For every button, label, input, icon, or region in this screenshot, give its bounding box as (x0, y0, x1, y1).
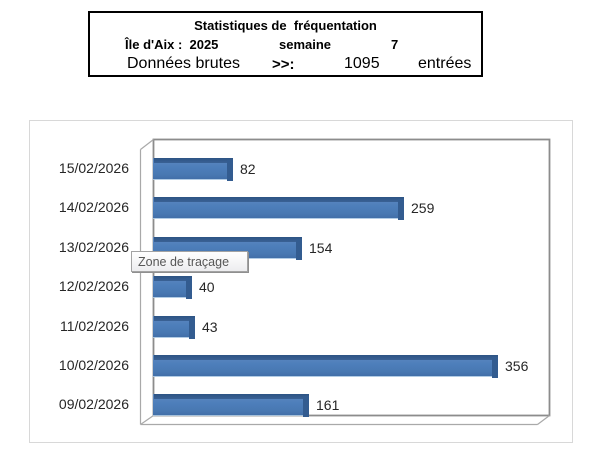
bar-end-face (492, 357, 498, 378)
bar-14-02-2026[interactable] (153, 197, 404, 220)
value-label: 43 (202, 319, 218, 335)
week-value: 7 (391, 37, 399, 52)
bar-top-face (154, 237, 302, 242)
value-label: 82 (240, 161, 256, 177)
bar-top-face (154, 158, 233, 163)
raw-data-label: Données brutes (127, 55, 240, 72)
value-label: 154 (309, 240, 333, 256)
chart-frame[interactable]: 15/02/2026 82 14/02/2026 259 13/02/2026 154 12… (29, 120, 573, 443)
category-label: 09/02/2026 (58, 396, 129, 412)
bar-end-face (296, 239, 302, 260)
bar-12-02-2026[interactable] (153, 276, 192, 299)
bar-end-face (303, 396, 309, 417)
value-label: 161 (316, 397, 340, 413)
bar-10-02-2026[interactable] (153, 355, 498, 378)
category-label: 11/02/2026 (59, 318, 129, 334)
category-label: 13/02/2026 (58, 239, 129, 255)
tooltip-text: Zone de traçage (138, 254, 230, 269)
bar-top-face (154, 316, 195, 321)
value-label: 356 (505, 358, 529, 374)
category-label: 12/02/2026 (58, 278, 129, 294)
bar-09-02-2026[interactable] (153, 394, 309, 417)
entries-count: 1095 (344, 55, 380, 72)
week-label: semaine (279, 37, 332, 52)
arrow-separator: >>: (272, 56, 295, 73)
bar-top-face (154, 276, 192, 281)
bar-end-face (227, 160, 233, 181)
value-label: 40 (199, 279, 215, 295)
location-year-label: Île d'Aix : 2025 (125, 37, 219, 52)
bar-end-face (398, 199, 404, 220)
plot-area-tooltip: Zone de traçage (131, 251, 248, 272)
bar-end-face (189, 318, 195, 339)
category-label: 10/02/2026 (58, 357, 129, 373)
stats-title: Statistiques de fréquentation (194, 18, 377, 33)
bar-top-face (154, 197, 404, 202)
plot-3d-edges (139, 139, 550, 426)
category-label: 15/02/2026 (58, 160, 129, 176)
bar-11-02-2026[interactable] (153, 316, 195, 339)
category-label: 14/02/2026 (58, 199, 129, 215)
stats-header-box: Statistiques de fréquentation Île d'Aix … (88, 11, 483, 77)
bar-15-02-2026[interactable] (153, 158, 233, 181)
value-label: 259 (411, 200, 435, 216)
entries-unit: entrées (418, 55, 472, 72)
bar-top-face (154, 394, 309, 399)
bar-end-face (186, 278, 192, 299)
bar-top-face (154, 355, 498, 360)
